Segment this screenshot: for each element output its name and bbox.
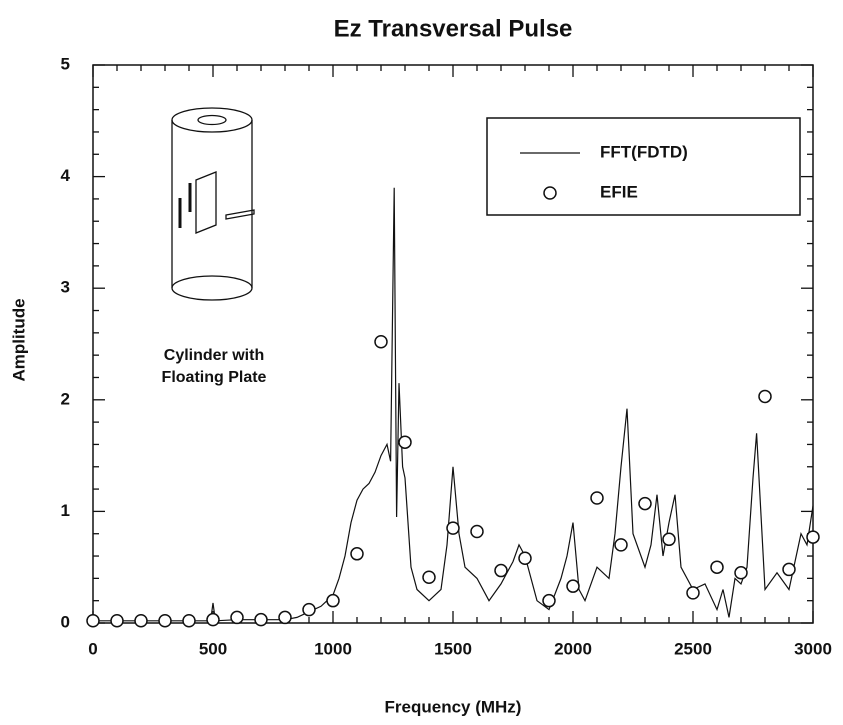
y-axis-label: Amplitude <box>9 298 28 381</box>
efie-point <box>134 614 148 628</box>
efie-point <box>374 335 388 349</box>
efie-point <box>710 560 724 574</box>
y-tick-label: 0 <box>61 612 70 631</box>
y-tick-label: 4 <box>61 166 71 185</box>
efie-point <box>398 435 412 449</box>
y-tick-label: 1 <box>61 501 70 520</box>
efie-point <box>110 614 124 628</box>
efie-point <box>782 562 796 577</box>
x-tick-label: 3000 <box>794 639 832 658</box>
efie-point <box>86 614 100 628</box>
efie-point <box>446 521 460 535</box>
legend-box <box>486 117 801 216</box>
efie-point <box>158 614 172 628</box>
efie-point <box>350 547 364 561</box>
efie-point <box>494 563 508 578</box>
inset-cylinder <box>171 107 255 301</box>
efie-point <box>758 389 772 404</box>
y-tick-label: 2 <box>61 389 70 408</box>
legend-label: FFT(FDTD) <box>600 142 688 161</box>
efie-point <box>686 586 700 600</box>
x-tick-label: 500 <box>199 639 227 658</box>
efie-point <box>230 610 244 625</box>
x-tick-label: 1500 <box>434 639 472 658</box>
efie-point <box>590 491 604 505</box>
annotation: Floating Plate <box>162 369 267 386</box>
efie-point <box>806 530 820 544</box>
efie-point <box>638 496 652 511</box>
efie-point <box>566 579 580 593</box>
chart-title: Ez Transversal Pulse <box>334 15 573 42</box>
x-tick-label: 0 <box>88 639 97 658</box>
efie-point <box>614 538 628 552</box>
legend-label: EFIE <box>600 182 638 201</box>
efie-point <box>326 593 340 608</box>
efie-point <box>542 593 556 608</box>
efie-point <box>734 566 748 580</box>
legend-marker <box>543 186 557 200</box>
efie-point <box>470 524 484 539</box>
efie-point <box>182 614 196 628</box>
x-tick-label: 2000 <box>554 639 592 658</box>
x-axis-label: Frequency (MHz) <box>385 697 522 716</box>
y-tick-label: 3 <box>61 278 70 297</box>
x-tick-label: 2500 <box>674 639 712 658</box>
efie-point <box>302 602 316 617</box>
efie-point <box>662 532 676 547</box>
efie-point <box>254 612 268 627</box>
annotation: Cylinder with <box>164 347 264 364</box>
fft-line <box>93 187 814 622</box>
efie-point <box>278 610 292 625</box>
efie-point <box>422 570 436 584</box>
efie-point <box>518 551 532 566</box>
x-tick-label: 1000 <box>314 639 352 658</box>
efie-point <box>206 612 220 627</box>
y-tick-label: 5 <box>61 54 70 73</box>
